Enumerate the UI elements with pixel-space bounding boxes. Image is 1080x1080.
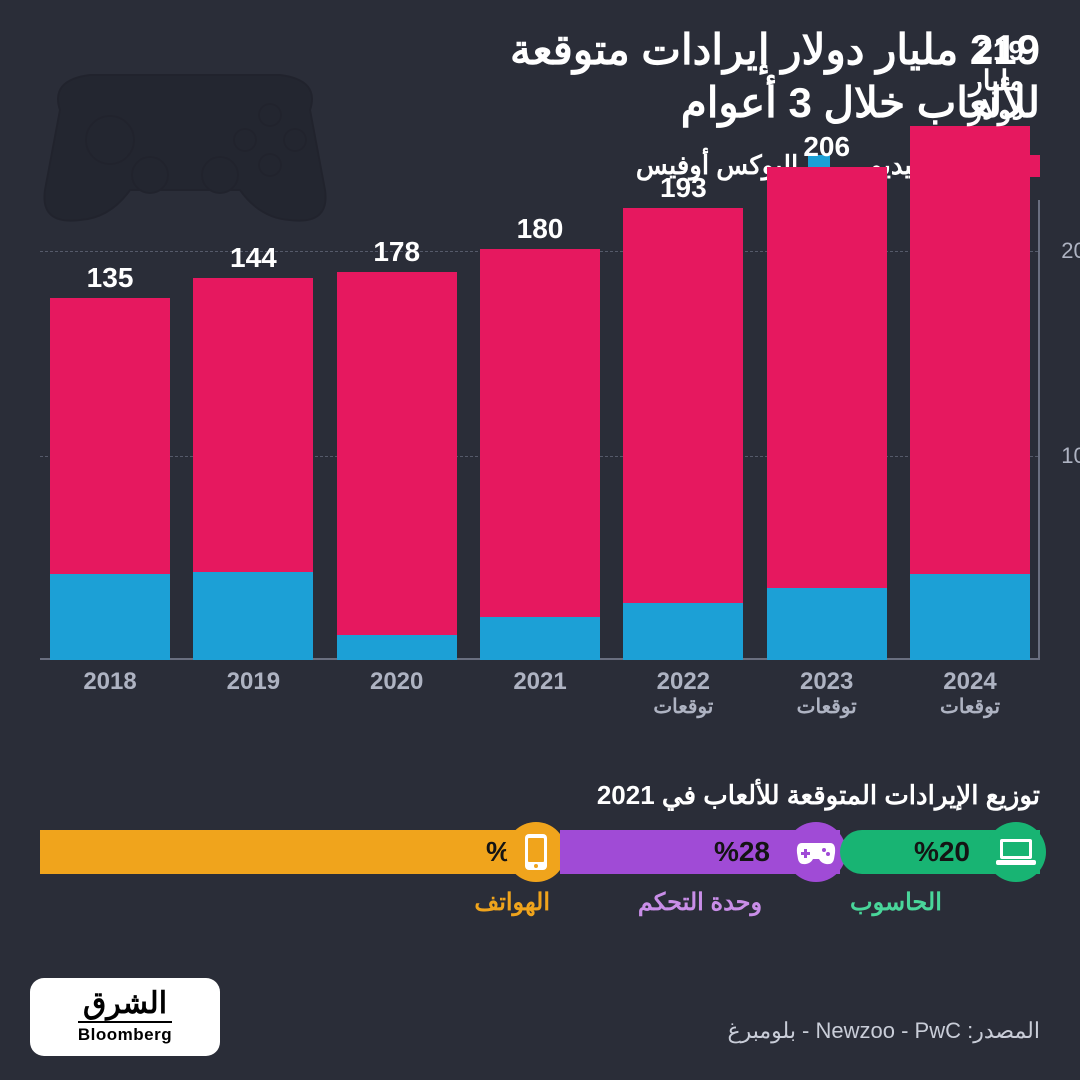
bar-2023: 35206 bbox=[767, 167, 887, 660]
y-tick-label: 100 bbox=[1061, 443, 1080, 469]
breakdown-name-console: وحدة التحكم bbox=[638, 888, 762, 917]
breakdown-pct-pc: %20 bbox=[914, 836, 970, 868]
bar-video-2021: 180 bbox=[480, 249, 600, 617]
bar-video-2019: 144 bbox=[193, 278, 313, 572]
x-label-2018: 2018 bbox=[50, 668, 170, 719]
brand-logo: الشرق Bloomberg bbox=[30, 978, 220, 1056]
breakdown-bar: %52الهواتف%28وحدة التحكم%20الحاسوب bbox=[40, 830, 1040, 874]
x-label-2021: 2021 bbox=[480, 668, 600, 719]
logo-brand-en: Bloomberg bbox=[78, 1021, 172, 1045]
bar-video-value: 180 bbox=[480, 213, 600, 245]
breakdown-seg-mobile: %52الهواتف bbox=[40, 830, 560, 874]
bar-video-2018: 135 bbox=[50, 298, 170, 574]
x-label-2024: 2024توقعات bbox=[910, 668, 1030, 719]
title-line-1: 219 مليار دولار إيرادات متوقعة bbox=[510, 24, 1040, 77]
bar-video-value-final: 219ملياردولار bbox=[969, 36, 1024, 124]
bar-boxoffice-2019: 43 bbox=[193, 572, 313, 660]
bar-boxoffice-2020: 12 bbox=[337, 635, 457, 660]
gamepad-icon bbox=[786, 822, 846, 882]
bar-2021: 21180 bbox=[480, 249, 600, 660]
bar-video-value: 144 bbox=[193, 242, 313, 274]
y-tick-label: 200 bbox=[1061, 238, 1080, 264]
bar-boxoffice-2018: 42 bbox=[50, 574, 170, 660]
logo-brand-ar: الشرق bbox=[83, 989, 167, 1019]
laptop-icon bbox=[986, 822, 1046, 882]
x-label-2020: 2020 bbox=[337, 668, 457, 719]
breakdown-pct-console: %28 bbox=[714, 836, 770, 868]
bar-video-value: 178 bbox=[337, 236, 457, 268]
bar-video-value: 193 bbox=[623, 172, 743, 204]
breakdown-title: توزيع الإيرادات المتوقعة للألعاب في 2021 bbox=[597, 780, 1040, 811]
bar-2020: 12178 bbox=[337, 272, 457, 660]
x-label-2019: 2019 bbox=[193, 668, 313, 719]
bar-video-2020: 178 bbox=[337, 272, 457, 636]
bar-boxoffice-2023: 35 bbox=[767, 588, 887, 660]
x-label-2023: 2023توقعات bbox=[767, 668, 887, 719]
bar-boxoffice-2024: 42 bbox=[910, 574, 1030, 660]
source-text: المصدر: Newzoo - PwC - بلومبرغ bbox=[727, 1018, 1040, 1044]
bar-chart: 0100200 42135431441217821180281933520642… bbox=[40, 200, 1040, 730]
bar-video-value: 135 bbox=[50, 262, 170, 294]
breakdown-name-mobile: الهواتف bbox=[474, 888, 550, 917]
bar-video-2023: 206 bbox=[767, 167, 887, 588]
breakdown-seg-pc: %20الحاسوب bbox=[840, 830, 1040, 874]
bar-boxoffice-2021: 21 bbox=[480, 617, 600, 660]
bar-video-2024: 219ملياردولار bbox=[910, 126, 1030, 574]
bar-boxoffice-2022: 28 bbox=[623, 603, 743, 660]
breakdown-seg-console: %28وحدة التحكم bbox=[560, 830, 840, 874]
bar-2018: 42135 bbox=[50, 298, 170, 660]
phone-icon bbox=[506, 822, 566, 882]
bar-2019: 43144 bbox=[193, 278, 313, 660]
bar-video-value: 206 bbox=[767, 131, 887, 163]
bar-video-2022: 193 bbox=[623, 208, 743, 603]
x-label-2022: 2022توقعات bbox=[623, 668, 743, 719]
title-line-2: للألعاب خلال 3 أعوام bbox=[510, 77, 1040, 130]
breakdown-name-pc: الحاسوب bbox=[850, 888, 942, 917]
bar-2024: 42219ملياردولار bbox=[910, 126, 1030, 660]
bar-2022: 28193 bbox=[623, 208, 743, 660]
chart-title: 219 مليار دولار إيرادات متوقعة للألعاب خ… bbox=[510, 24, 1040, 129]
